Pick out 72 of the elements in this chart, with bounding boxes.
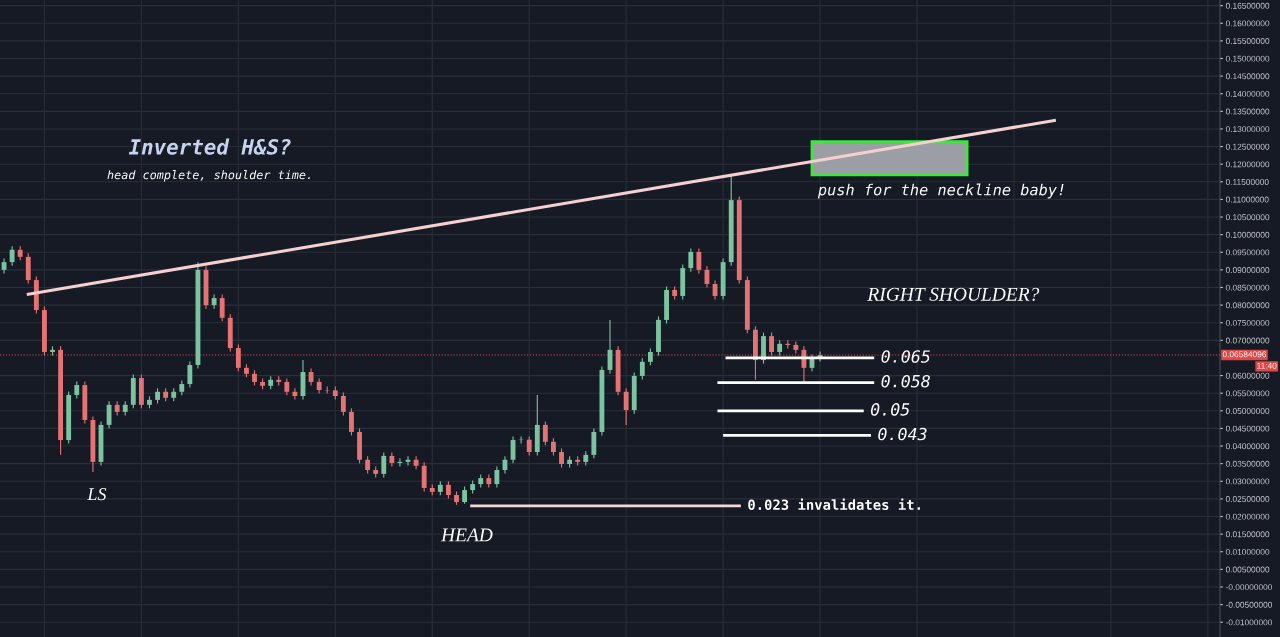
- band-label: push for the neckline baby!: [817, 183, 1064, 199]
- candlestick: [696, 247, 702, 274]
- annotation: HEAD: [440, 528, 493, 542]
- y-tick-label: 0.12500000: [1225, 143, 1270, 150]
- y-tick-label: 0.15000000: [1225, 55, 1270, 62]
- y-tick-label: 0.10500000: [1225, 214, 1270, 221]
- y-tick-label: 0.07500000: [1225, 319, 1270, 326]
- candlestick: [340, 391, 346, 416]
- candlestick: [542, 420, 548, 446]
- y-tick-label: 0.04000000: [1225, 443, 1270, 450]
- y-tick-label: 0.01500000: [1225, 531, 1270, 538]
- text: Inverted H&S?: [128, 138, 291, 155]
- candlestick: [25, 252, 31, 285]
- annotation: RIGHT SHOULDER?: [867, 287, 1040, 301]
- candlestick: [591, 427, 597, 459]
- candlestick: [801, 345, 807, 384]
- ref-line-label: 0.065: [881, 350, 930, 363]
- candlestick: [559, 447, 564, 469]
- ref-line-label: 0.05: [870, 403, 910, 416]
- y-tick-label: 0.05500000: [1225, 390, 1270, 397]
- candlestick: [292, 387, 298, 401]
- annotation: LS: [87, 488, 107, 501]
- y-tick-label: 0.05000000: [1225, 408, 1270, 414]
- y-tick-label: 0.13000000: [1225, 126, 1270, 133]
- y-tick-label: 0.14500000: [1225, 73, 1270, 80]
- candlestick: [526, 435, 532, 457]
- candlestick: [187, 360, 193, 389]
- y-tick-label: 0.07000000: [1225, 337, 1270, 344]
- candlestick: [688, 247, 694, 273]
- y-tick-label: 0.12000000: [1225, 161, 1270, 168]
- y-tick-label: 0.11000000: [1225, 196, 1269, 203]
- candlestick: [623, 387, 629, 426]
- y-tick-label: 0.00500000: [1225, 566, 1270, 573]
- y-tick-label: -0.00500000: [1225, 601, 1273, 608]
- candlestick: [349, 407, 354, 437]
- candlestick: [639, 357, 645, 381]
- y-tick-label: 0.11500000: [1225, 179, 1269, 185]
- candlestick: [421, 461, 427, 493]
- y-tick-label: 0.13500000: [1225, 108, 1270, 115]
- candlestick: [9, 245, 15, 267]
- y-tick-label: 0.14000000: [1225, 90, 1270, 97]
- ref-line-label: 0.058: [881, 374, 930, 388]
- y-tick-label: 0.09000000: [1225, 267, 1270, 273]
- y-tick-label: 0.06000000: [1225, 372, 1270, 379]
- y-tick-label: 0.01000000: [1225, 548, 1270, 555]
- y-tick-label: 0.10000000: [1225, 231, 1270, 238]
- candlestick: [235, 344, 241, 372]
- y-tick-label: -0.01000000: [1225, 619, 1273, 626]
- ref-line-label: 0.023 invalidates it.: [748, 498, 920, 510]
- y-tick-label: -0.00000000: [1225, 584, 1273, 591]
- y-tick-label: 0.09500000: [1225, 249, 1270, 256]
- y-tick-label: 0.02000000: [1225, 513, 1270, 520]
- candlestick: [413, 455, 419, 470]
- ref-line-label: 0.06584096: [1222, 351, 1267, 358]
- y-tick-label: 0.04500000: [1225, 425, 1270, 432]
- text: head complete, shoulder time.: [107, 170, 310, 182]
- candlestick: [381, 451, 387, 478]
- y-tick-label: 0.15500000: [1225, 38, 1270, 44]
- y-tick-label: 0.08000000: [1225, 302, 1270, 309]
- candlestick: [769, 332, 775, 357]
- candlestick: [219, 293, 225, 322]
- y-tick-label: 0.02500000: [1225, 496, 1270, 502]
- candlestick: [761, 332, 766, 365]
- y-tick-label: 0.08500000: [1225, 284, 1270, 291]
- y-tick-label: 0.16500000: [1225, 2, 1270, 9]
- y-tick-label: 0.16000000: [1225, 20, 1270, 27]
- y-tick-label: 0.03500000: [1225, 460, 1270, 467]
- candlestick: [494, 465, 500, 489]
- ref-line-label: 0.043: [878, 427, 927, 441]
- y-tick-label: 0.03000000: [1225, 478, 1270, 485]
- text: 11:40: [1257, 362, 1277, 369]
- candlestick: [316, 377, 322, 395]
